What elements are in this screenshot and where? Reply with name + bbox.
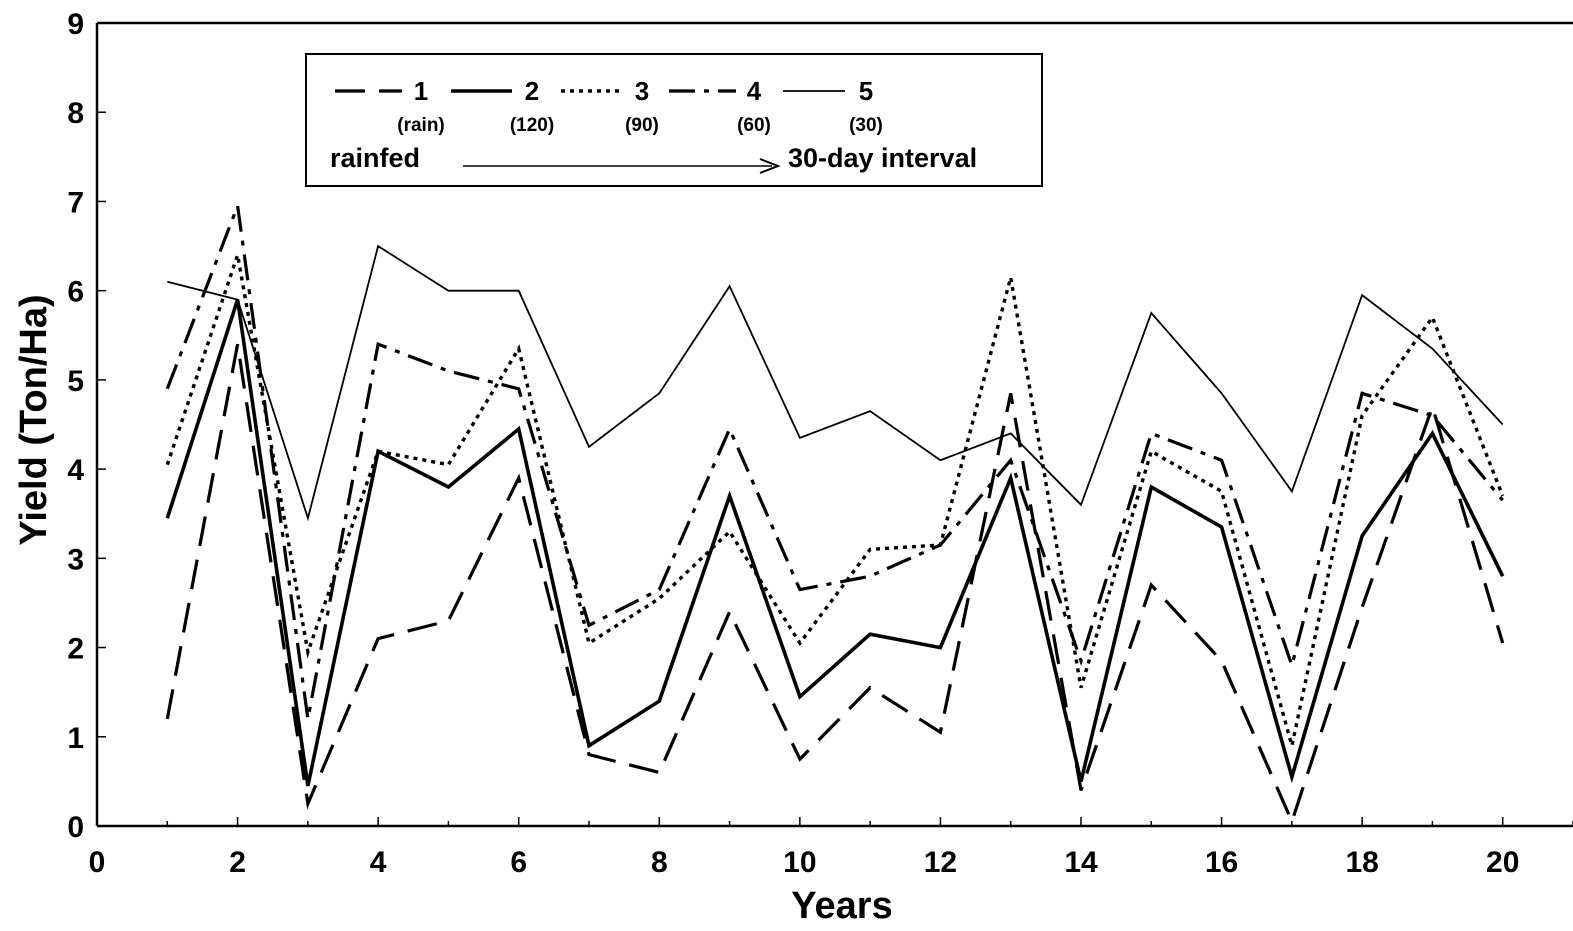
legend-sublabel-3: (90) [625, 115, 659, 136]
y-tick-label: 8 [67, 97, 84, 130]
legend-sublabel-2: (120) [510, 115, 554, 136]
x-tick-label: 2 [229, 846, 246, 879]
x-tick-label: 12 [924, 846, 957, 879]
legend-arrow-head [759, 158, 781, 174]
legend-sublabel-4: (60) [737, 115, 771, 136]
x-tick-label: 18 [1345, 846, 1378, 879]
y-tick-label: 6 [67, 276, 84, 309]
series-lines [165, 205, 1505, 826]
legend-box [305, 53, 1043, 187]
y-tick-label: 7 [67, 186, 84, 219]
legend-sublabel-5: (30) [849, 115, 883, 136]
x-tick-label: 14 [1064, 846, 1098, 879]
legend-caption-right: 30-day interval [788, 143, 977, 173]
plot-frame [95, 21, 1573, 828]
legend-label-1: 1 [414, 76, 428, 106]
legend: 1 (rain) 2 (120) 3 (90) 4 (60) 5 (30) rainfed 30-… [305, 53, 1043, 187]
y-tick-label: 0 [67, 811, 84, 844]
x-tick-label: 20 [1486, 846, 1519, 879]
y-tick-label: 3 [67, 543, 84, 576]
legend-label-3: 3 [635, 76, 649, 106]
x-tick-label: 8 [651, 846, 668, 879]
series-3-line [165, 254, 1505, 747]
x-tick-label: 10 [783, 846, 816, 879]
series-1-line [165, 343, 1505, 826]
legend-sublabel-1: (rain) [397, 115, 445, 136]
legend-label-5: 5 [859, 76, 873, 106]
y-axis-title: Yield (Ton/Ha) [13, 294, 55, 545]
x-tick-label: 4 [370, 846, 387, 879]
legend-label-2: 2 [525, 76, 539, 106]
legend-entries: 1 (rain) 2 (120) 3 (90) 4 (60) 5 (30) [335, 76, 883, 136]
legend-label-4: 4 [747, 76, 762, 106]
series-2-line [165, 299, 1505, 787]
x-axis-title: Years [791, 885, 892, 927]
y-tick-label: 2 [67, 633, 84, 666]
x-tick-label: 16 [1205, 846, 1238, 879]
series-5-line [167, 244, 1504, 522]
x-tick-label: 6 [510, 846, 527, 879]
y-tick-label: 4 [67, 454, 84, 487]
y-tick-label: 9 [67, 8, 84, 41]
legend-caption-left: rainfed [330, 143, 420, 173]
y-tick-label: 5 [67, 365, 84, 398]
x-tick-label: 0 [89, 846, 106, 879]
y-tick-label: 1 [67, 722, 84, 755]
